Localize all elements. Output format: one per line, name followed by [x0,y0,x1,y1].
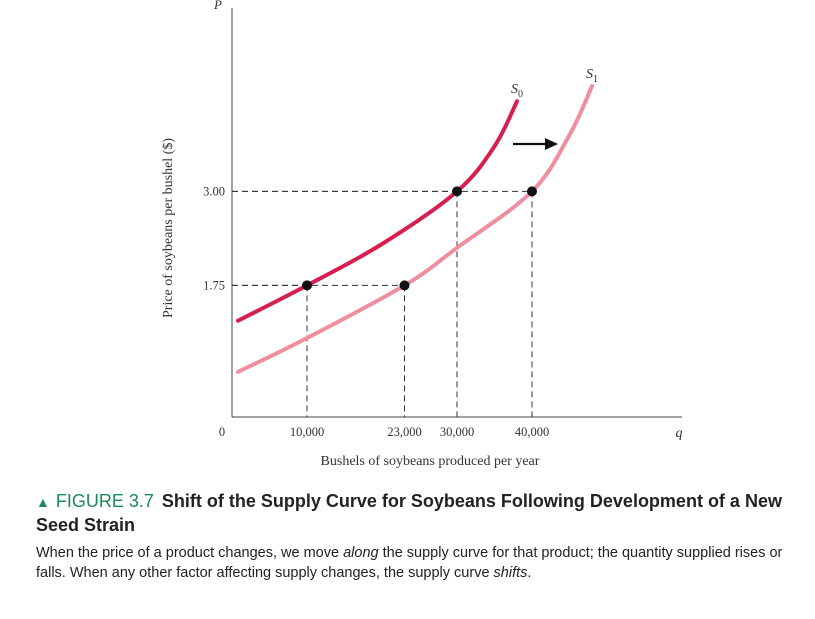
figure-caption: ▲ FIGURE 3.7 Shift of the Supply Curve for… [36,490,806,583]
equilibrium-points [302,186,537,291]
axis-labels: S0 S1 1.75 3.00 10,000 23,000 30,000 40,000 0 Pq B… [161,0,683,469]
x-tick-label: 30,000 [440,425,474,439]
supply-chart: S0 S1 1.75 3.00 10,000 23,000 30,000 40,000 0 Pq B… [161,0,683,469]
figure-title: ▲ FIGURE 3.7 Shift of the Supply Curve for… [36,490,806,537]
origin-label: 0 [219,425,225,439]
data-point-marker [302,280,312,291]
curve-label: S0 [511,82,523,100]
y-tick-label: 3.00 [203,184,225,198]
data-point-marker [452,186,462,197]
description-text: . [527,565,532,581]
y-axis-symbol: P [213,0,222,12]
figure-description: When the price of a product changes, we … [36,543,806,583]
description-text: the supply curve for that product; the q… [36,545,783,581]
description-text: When the price of a product changes, we … [36,545,344,561]
figure-title-text: Shift of the Supply Curve for Soybeans F… [36,491,782,535]
supply-curve-s0 [236,99,519,323]
description-emphasis: along [343,545,379,561]
shift-arrow-head-icon [545,138,558,150]
figure-number: FIGURE 3.7 [55,491,154,511]
curve-label: S1 [586,67,598,85]
x-tick-label: 40,000 [515,425,549,439]
y-axis-title: Price of soybeans per bushel ($) [161,138,176,318]
y-tick-label: 1.75 [203,278,225,292]
x-axis-title: Bushels of soybeans produced per year [321,454,540,469]
data-point-marker [527,186,537,197]
x-axis-symbol: q [676,426,683,441]
x-tick-label: 23,000 [387,425,421,439]
data-point-marker [399,280,410,291]
supply-curve-s1 [236,84,594,374]
guide-lines [232,190,533,417]
triangle-icon: ▲ [36,494,50,510]
x-tick-label: 10,000 [290,425,324,439]
description-emphasis: shifts [493,565,528,581]
supply-curves [236,84,594,374]
